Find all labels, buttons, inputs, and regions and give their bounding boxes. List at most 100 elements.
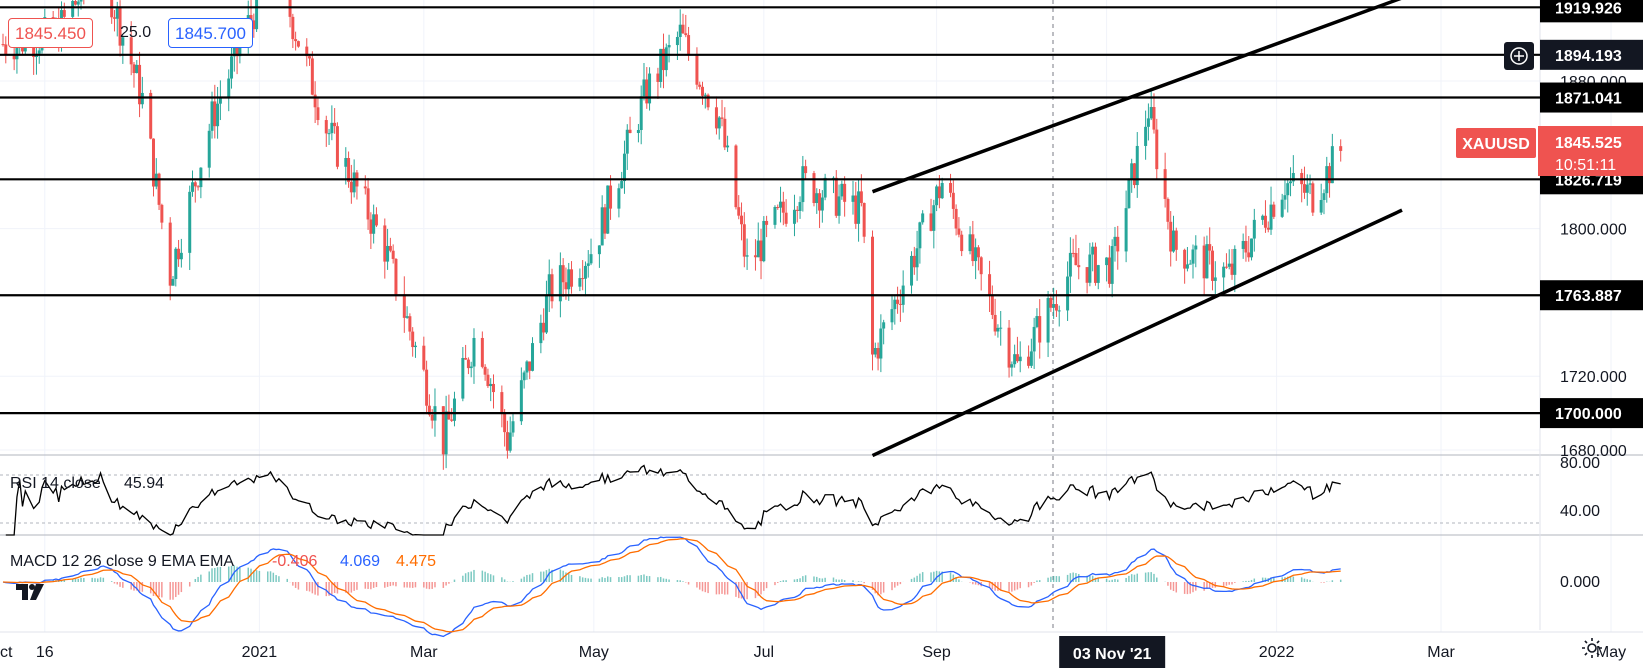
candle-body <box>230 56 234 79</box>
time-axis[interactable]: ct 16 2021 Mar May Jul Sep 03 Nov '21 2022 Mar May <box>0 636 1626 668</box>
candle-body <box>1261 215 1265 220</box>
candle-body <box>820 197 824 211</box>
rsi-line <box>5 464 1341 536</box>
candle-body <box>1244 240 1248 253</box>
price-tick-label: 1800.000 <box>1560 222 1627 239</box>
candle-body <box>1049 298 1053 308</box>
candle-body <box>305 46 309 57</box>
candle-body <box>394 258 398 295</box>
candle-body <box>503 413 507 433</box>
candle-body <box>698 84 702 87</box>
candle-body <box>531 343 535 371</box>
candle-body <box>422 345 426 370</box>
candle-body <box>308 56 312 59</box>
candle-body <box>687 35 691 54</box>
candle-body <box>1163 169 1167 199</box>
candle-body <box>801 166 805 203</box>
symbol-tag: XAUUSD <box>1462 136 1530 153</box>
candle-body <box>804 166 808 174</box>
candle-body <box>798 202 802 211</box>
candle-body <box>701 86 705 96</box>
add-level-button[interactable] <box>1504 42 1534 70</box>
candle-body <box>1289 181 1293 184</box>
candle-body <box>1107 257 1111 284</box>
candle-body <box>996 327 1000 332</box>
candle-body <box>472 337 476 367</box>
candle-body <box>949 182 953 193</box>
candle-body <box>199 167 203 188</box>
candle-body <box>1010 364 1014 368</box>
candle-body <box>450 419 454 421</box>
candle-body <box>762 220 766 262</box>
level-price-tag <box>1540 0 1643 23</box>
candle-body <box>737 207 741 216</box>
candle-body <box>430 414 434 421</box>
plus-circle-icon <box>1510 47 1528 65</box>
candle-body <box>667 45 671 48</box>
candle-body <box>954 208 958 229</box>
candle-body <box>519 380 523 422</box>
candle-body <box>921 213 925 223</box>
settings-gear-icon[interactable] <box>1580 636 1604 660</box>
candle-body <box>589 254 593 264</box>
candle-body <box>374 214 378 226</box>
candle-body <box>1291 172 1295 182</box>
candle-body <box>1 44 5 46</box>
candle-body <box>294 39 298 42</box>
candle-body <box>882 322 886 329</box>
candle-body <box>129 37 133 65</box>
candle-body <box>486 374 490 387</box>
candle-body <box>174 248 178 280</box>
candle-body <box>1146 118 1150 127</box>
ask-price-box[interactable]: 1845.700 <box>168 18 253 48</box>
candle-body <box>1202 245 1206 279</box>
candle-body <box>1174 230 1178 250</box>
candle-body <box>310 58 314 95</box>
candle-body <box>12 54 16 60</box>
candle-body <box>1085 267 1089 283</box>
candle-body <box>823 177 827 198</box>
candle-body <box>469 366 473 369</box>
candle-body <box>157 173 161 205</box>
candle-body <box>622 153 626 182</box>
candle-body <box>1311 183 1315 213</box>
tradingview-logo[interactable] <box>14 580 50 609</box>
candle-body <box>648 73 652 104</box>
symbol-tag-bg <box>1456 128 1536 158</box>
candle-body <box>843 183 847 202</box>
candle-body <box>586 263 590 266</box>
candle-body <box>1007 327 1011 368</box>
candle-body <box>402 294 406 318</box>
candle-body <box>818 193 822 211</box>
candle-body <box>1252 219 1256 239</box>
candle-body <box>547 274 551 295</box>
level-price-label: 1826.719 <box>1555 172 1622 189</box>
candle-body <box>1018 356 1022 362</box>
time-axis-label: ct <box>0 644 13 661</box>
candle-body <box>609 185 613 209</box>
candle-body <box>893 299 897 310</box>
level-price-label: 1871.041 <box>1555 91 1622 108</box>
candle-body <box>505 432 509 451</box>
candle-body <box>1149 107 1153 119</box>
candle-body <box>606 185 610 234</box>
time-axis-label: 16 <box>36 644 54 661</box>
candle-body <box>1029 351 1033 366</box>
candle-body <box>324 120 328 134</box>
crosshair-date-tag <box>1059 636 1166 668</box>
bid-price-box[interactable]: 1845.450 <box>8 18 93 48</box>
horizontal-levels[interactable] <box>0 6 1540 415</box>
candle-body <box>1247 252 1251 258</box>
candle-body <box>539 322 543 344</box>
channel-trendlines[interactable] <box>871 0 1403 458</box>
candle-body <box>1032 326 1036 352</box>
candle-body <box>703 94 707 96</box>
candle-body <box>115 6 119 19</box>
candle-body <box>1211 250 1215 281</box>
candle-body <box>15 45 19 60</box>
candle-body <box>561 265 565 283</box>
candle-body <box>656 73 660 82</box>
candle-body <box>542 322 546 333</box>
level-price-label: 1919.926 <box>1555 0 1622 17</box>
